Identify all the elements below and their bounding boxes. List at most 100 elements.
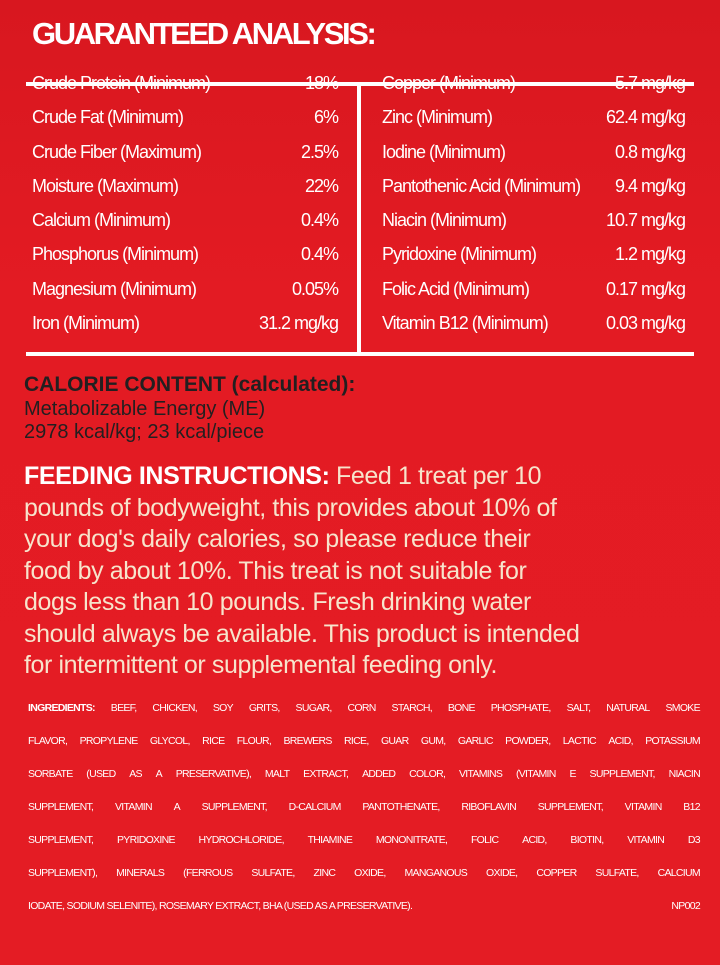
nutrient-value: 62.4 mg/kg [605, 107, 686, 128]
ingredient-word: OXIDE, [485, 867, 518, 879]
ingredient-word: VITAMIN [627, 834, 665, 846]
ingredient-word: (VITAMIN [515, 768, 556, 780]
feeding-line: food by about 10%. This treat is not sui… [24, 556, 527, 585]
ingredient-word: OXIDE, [354, 867, 386, 879]
nutrient-value: 5.7 mg/kg [614, 73, 686, 93]
nutrient-value: 9.4 mg/kg [614, 175, 686, 196]
ingredient-word: D-CALCIUM [288, 801, 342, 813]
ingredient-word: SUPPLEMENT, [537, 801, 604, 813]
analysis-row: Pantothenic Acid (Minimum) 9.4 mg/kg [382, 169, 686, 203]
calorie-line: Metabolizable Energy (ME) [24, 398, 266, 420]
nutrient-label: Vitamin B12 (Minimum) [382, 313, 549, 334]
nutrient-label: Moisture (Maximum) [32, 175, 179, 196]
analysis-row: Magnesium (Minimum) 0.05% [32, 272, 339, 306]
nutrient-label: Crude Fat (Minimum) [32, 107, 184, 128]
ingredients-line: INGREDIENTS: BEEF, CHICKEN, SOY GRITS, SUGAR,… [28, 692, 701, 725]
ingredients-line: SUPPLEMENT, VITAMIN A SUPPLEMENT, D-CALCIUM P… [28, 791, 701, 824]
ingredient-word: PANTOTHENATE, [362, 801, 440, 813]
ingredient-word: FLAVOR, [28, 735, 68, 747]
feeding-line: pounds of bodyweight, this provides abou… [24, 493, 557, 522]
analysis-row: Zinc (Minimum) 62.4 mg/kg [382, 100, 686, 134]
nutrient-value: 6% [313, 107, 339, 128]
ingredient-word: SORBATE [28, 768, 73, 780]
ingredient-word: FOLIC [470, 834, 499, 846]
ingredient-word: PROPYLENE [79, 735, 139, 747]
product-code: NP002 [671, 900, 700, 912]
ingredient-word: THIAMINE [307, 834, 353, 846]
ingredient-word: GUM, [420, 735, 446, 747]
ingredient-word: E [569, 768, 576, 780]
analysis-row: Niacin (Minimum) 10.7 mg/kg [382, 203, 686, 237]
feeding-line: Feed 1 treat per 10 [329, 462, 542, 490]
feeding-line: dogs less than 10 pounds. Fresh drinking… [24, 588, 531, 616]
nutrient-value: 0.4% [300, 244, 339, 265]
ingredient-word: FLOUR, [236, 735, 272, 747]
ingredient-word: VITAMINS [458, 768, 503, 780]
nutrient-label: Pantothenic Acid (Minimum) [382, 175, 581, 196]
nutrient-label: Iodine (Minimum) [382, 141, 506, 162]
ingredient-word: D3 [687, 834, 701, 846]
ingredient-word: SALT, [566, 702, 591, 714]
ingredient-word: CHICKEN, [152, 702, 197, 714]
nutrient-label: Phosphorus (Minimum) [32, 244, 199, 265]
ingredient-word: MONONITRATE, [375, 834, 448, 846]
analysis-right-column: Copper (Minimum) 5.7 mg/kg Zinc (Minimum) 6… [382, 66, 686, 340]
analysis-row: Calcium (Minimum) 0.4% [32, 203, 339, 237]
ingredient-word: B12 [683, 801, 700, 813]
nutrient-value: 0.8 mg/kg [614, 141, 686, 162]
ingredient-word: VITAMIN [624, 801, 663, 813]
ingredient-word: POTASSIUM [645, 735, 700, 747]
ingredient-word: GLYCOL, [149, 735, 191, 747]
ingredient-word: A [173, 801, 181, 813]
nutrient-label: Zinc (Minimum) [382, 107, 493, 128]
analysis-left-column: Crude Protein (Minimum) 18% Crude Fat (Min… [32, 66, 339, 340]
analysis-row: Crude Fat (Minimum) 6% [32, 100, 339, 134]
ingredient-word: NIACIN [668, 768, 701, 780]
nutrient-label: Pyridoxine (Minimum) [382, 244, 537, 265]
analysis-row: Copper (Minimum) 5.7 mg/kg [382, 66, 686, 100]
ingredient-word: MANGANOUS [404, 867, 468, 879]
table-column-divider [357, 84, 361, 354]
ingredients-line: SORBATE (USED AS A PRESERVATIVE), MALT EXTRACT… [28, 758, 701, 791]
feeding-instructions-section: FEEDING INSTRUCTIONS: Feed 1 treat per 1… [24, 461, 704, 682]
ingredient-word: SUGAR, [295, 702, 333, 714]
ingredient-word: ACID, [522, 834, 547, 846]
ingredient-word: GUAR [380, 735, 409, 747]
nutrient-value: 0.4% [300, 210, 339, 231]
nutrient-value: 18% [304, 73, 339, 93]
ingredient-word: VITAMIN [114, 801, 153, 813]
feeding-line: should always be available. This product… [24, 619, 580, 648]
ingredient-word: SUPPLEMENT, [28, 834, 94, 846]
ingredient-word: RICE, [344, 735, 369, 747]
nutrient-value: 22% [304, 175, 339, 196]
analysis-row: Vitamin B12 (Minimum) 0.03 mg/kg [382, 306, 686, 340]
nutrient-value: 31.2 mg/kg [258, 313, 339, 334]
ingredient-word: SUPPLEMENT, [28, 801, 94, 813]
ingredients-text: IODATE, SODIUM SELENITE), ROSEMARY EXTRA… [28, 900, 413, 912]
analysis-row: Folic Acid (Minimum) 0.17 mg/kg [382, 272, 686, 306]
analysis-row: Pyridoxine (Minimum) 1.2 mg/kg [382, 237, 686, 271]
nutrient-value: 10.7 mg/kg [605, 210, 686, 231]
ingredient-word: (USED [86, 768, 116, 780]
analysis-row: Phosphorus (Minimum) 0.4% [32, 237, 339, 271]
ingredients-line: SUPPLEMENT), MINERALS (FERROUS SULFATE, ZINC… [28, 857, 701, 890]
nutrient-label: Magnesium (Minimum) [32, 278, 197, 299]
ingredient-word: EXTRACT, [303, 768, 349, 780]
feeding-line: for intermittent or supplemental feeding… [24, 651, 498, 679]
ingredient-word: (FERROUS [183, 867, 233, 879]
ingredient-word: SUPPLEMENT, [589, 768, 656, 780]
ingredient-word: SMOKE [665, 702, 700, 714]
ingredient-word: POWDER, [505, 735, 551, 747]
feeding-instructions-heading: FEEDING INSTRUCTIONS: [24, 462, 330, 490]
ingredients-line: IODATE, SODIUM SELENITE), ROSEMARY EXTRA… [28, 890, 701, 923]
ingredient-word: BIOTIN, [570, 834, 604, 846]
analysis-row: Iron (Minimum) 31.2 mg/kg [32, 306, 339, 340]
ingredient-word: AS [129, 768, 142, 780]
calorie-content-heading: CALORIE CONTENT (calculated): [24, 373, 356, 396]
calorie-content-section: CALORIE CONTENT (calculated): Metaboliza… [24, 372, 355, 444]
ingredient-word: SULFATE, [251, 867, 295, 879]
feeding-line: your dog's daily calories, so please red… [24, 525, 531, 553]
nutrient-label: Iron (Minimum) [32, 313, 140, 334]
ingredient-word: HYDROCHLORIDE, [198, 834, 285, 846]
ingredient-word: MINERALS [116, 867, 165, 879]
